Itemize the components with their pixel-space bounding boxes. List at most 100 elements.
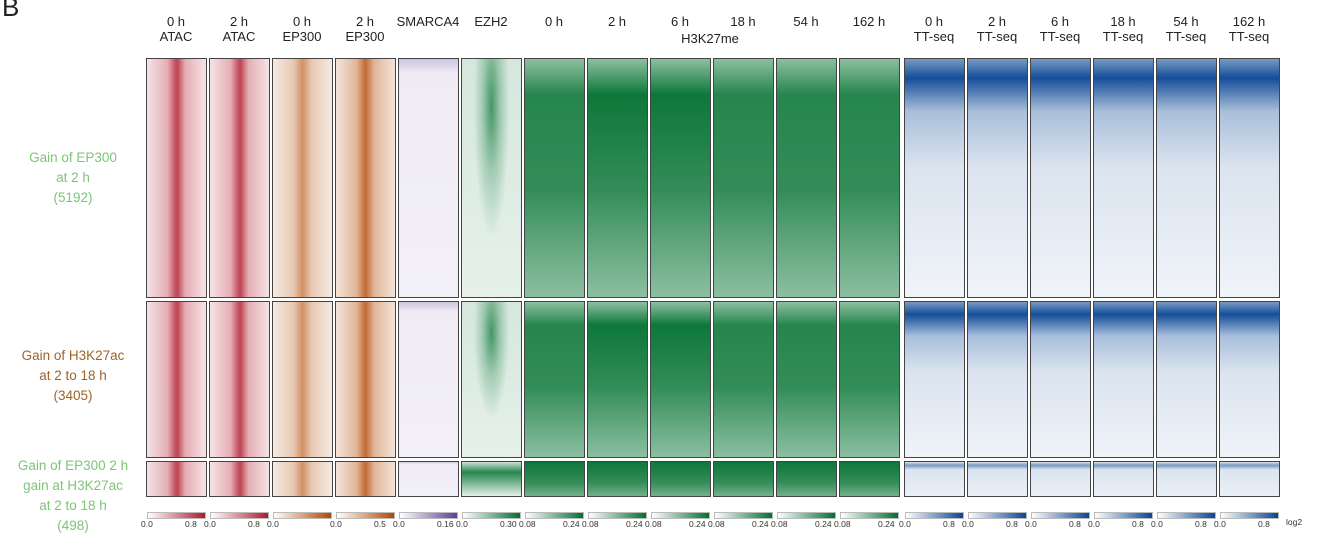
column-header-line1: 54 h (1173, 14, 1199, 29)
heatmap-cell (398, 461, 459, 497)
heatmap-cell (904, 58, 965, 298)
colorbar-tick-label: 0.0 (1214, 519, 1226, 529)
column-header-line2: TT-seq (1228, 29, 1270, 44)
heatmap-cell (272, 461, 333, 497)
colorbar-tick-label: 0.24 (563, 519, 580, 529)
colorbar-tick-label: 0.16 (437, 519, 454, 529)
heatmap-cell (713, 58, 774, 298)
colorbar-tick-label: 0.08 (834, 519, 851, 529)
column-header-line2: TT-seq (1165, 29, 1207, 44)
column-header-line1: 162 h (852, 14, 886, 29)
colorbar-tick-label: 0.0 (393, 519, 405, 529)
cluster-label: Gain of EP300 2 h gain at H3K27ac at 2 to … (0, 456, 146, 536)
colorbar (651, 512, 710, 519)
heatmap-cell (1219, 58, 1280, 298)
colorbar-tick-label: 0.8 (1132, 519, 1144, 529)
colorbar-tick-label: 0.8 (1195, 519, 1207, 529)
heatmap-cell (1219, 301, 1280, 458)
colorbar-tick-label: 0.8 (1006, 519, 1018, 529)
cluster-label-line: at 2 h (56, 170, 90, 185)
heatmap-cell (904, 301, 965, 458)
colorbar (840, 512, 899, 519)
column-header-line1: 0 h (544, 14, 564, 29)
colorbar-tick-label: 0.8 (943, 519, 955, 529)
column-header-line2: TT-seq (1102, 29, 1144, 44)
heatmap-cell (461, 58, 522, 298)
column-header: 6 h TT-seq (1027, 14, 1093, 44)
column-header-line1: 2 h (987, 14, 1007, 29)
colorbar (968, 512, 1027, 519)
column-header-line1: 0 h (166, 14, 186, 29)
heatmap-cell (524, 58, 585, 298)
heatmap-cell (1030, 301, 1091, 458)
heatmap-cell (776, 58, 837, 298)
heatmap-cell (650, 301, 711, 458)
heatmap-cell (209, 301, 270, 458)
colorbar (1220, 512, 1279, 519)
heatmap-cell (524, 301, 585, 458)
colorbar-tick-label: 0.08 (708, 519, 725, 529)
colorbar-tick-label: 0.24 (689, 519, 706, 529)
colorbar-tick-label: 0.5 (374, 519, 386, 529)
colorbar-tick-label: 0.24 (626, 519, 643, 529)
column-header: 162 h TT-seq (1216, 14, 1282, 44)
column-header: 2 h ATAC (206, 14, 272, 44)
heatmap-cell (1093, 58, 1154, 298)
heatmap-cell (461, 461, 522, 497)
heatmap-cell (1093, 301, 1154, 458)
heatmap-cell (967, 58, 1028, 298)
heatmap-cell (1030, 58, 1091, 298)
heatmap-cell (398, 58, 459, 298)
heatmap-cell (776, 301, 837, 458)
cluster-label-line: Gain of EP300 (29, 150, 117, 165)
column-header: 0 h TT-seq (901, 14, 967, 44)
colorbar (905, 512, 964, 519)
column-header: 2 h EP300 (332, 14, 398, 44)
colorbar-tick-label: 0.8 (185, 519, 197, 529)
colorbar (336, 512, 395, 519)
column-header: 2 h (584, 14, 650, 29)
heatmap-cell (398, 301, 459, 458)
column-header: 54 h (773, 14, 839, 29)
heatmap-cell (1219, 461, 1280, 497)
colorbar-tick-label: 0.0 (330, 519, 342, 529)
heatmap-cell (839, 301, 900, 458)
colorbar (210, 512, 269, 519)
colorbar (777, 512, 836, 519)
heatmap-cell (461, 301, 522, 458)
heatmap-cell (839, 58, 900, 298)
column-header: 0 h ATAC (143, 14, 209, 44)
column-header: 0 h EP300 (269, 14, 335, 44)
colorbar-tick-label: 0.0 (1151, 519, 1163, 529)
colorbar-tick-label: 0.08 (519, 519, 536, 529)
column-header-line1: 2 h (229, 14, 249, 29)
heatmap-cell (650, 461, 711, 497)
column-header-line1: 0 h (292, 14, 312, 29)
column-header-line1: 2 h (607, 14, 627, 29)
colorbar (588, 512, 647, 519)
colorbar-tick-label: 0.0 (962, 519, 974, 529)
colorbar (147, 512, 206, 519)
column-header: 0 h (521, 14, 587, 29)
colorbar-unit-label: log2 (1286, 517, 1303, 527)
column-header-line2: EP300 (345, 29, 385, 44)
column-header-line1: 18 h (730, 14, 756, 29)
colorbar-tick-label: 0.08 (771, 519, 788, 529)
heatmap-cell (335, 301, 396, 458)
cluster-label-line: Gain of H3K27ac (21, 348, 125, 363)
cluster-label-line: (498) (57, 518, 89, 533)
cluster-label: Gain of H3K27ac at 2 to 18 h (3405) (0, 346, 146, 406)
colorbar (273, 512, 332, 519)
heatmap-cell (1156, 58, 1217, 298)
column-header-line1: SMARCA4 (396, 14, 460, 29)
h3k27-group-label: H3K27me (681, 31, 739, 46)
column-header-line1: 6 h (670, 14, 690, 29)
panel-letter: B (2, 0, 20, 22)
colorbar-tick-label: 0.24 (878, 519, 895, 529)
colorbar-tick-label: 0.30 (500, 519, 517, 529)
colorbar-tick-label: 0.0 (267, 519, 279, 529)
column-header: EZH2 (458, 14, 524, 29)
colorbar-tick-label: 0.0 (1088, 519, 1100, 529)
colorbar (1031, 512, 1090, 519)
colorbar-tick-label: 0.8 (248, 519, 260, 529)
